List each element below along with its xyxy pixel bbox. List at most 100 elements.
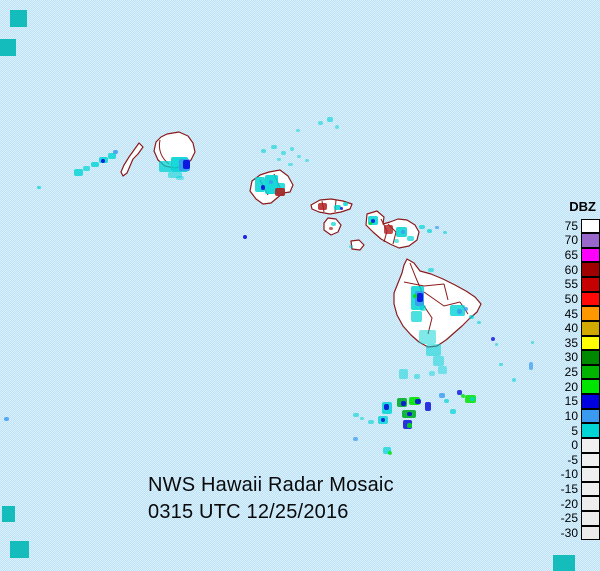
radar-echo xyxy=(469,315,474,319)
legend-value-label: 50 xyxy=(564,291,578,306)
legend-value-label: -30 xyxy=(560,525,578,540)
island-lanai xyxy=(323,217,342,236)
legend-color-swatch xyxy=(581,379,600,394)
legend-entry: 20 xyxy=(548,379,600,395)
dbz-legend: DBZ 75 70 65 60 55 50 45 40 35 30 25 20 15 10 5 0 -5 -10-… xyxy=(548,199,600,541)
radar-echo xyxy=(108,153,116,159)
island-niihau xyxy=(120,142,144,177)
radar-echo xyxy=(495,343,498,346)
legend-entry: 50 xyxy=(548,291,600,307)
legend-value-label: 35 xyxy=(564,335,578,350)
legend-value-label: 30 xyxy=(564,350,578,365)
radar-echo xyxy=(428,268,434,272)
radar-echo xyxy=(168,172,182,178)
legend-entry: 65 xyxy=(548,247,600,263)
legend-entry: -20 xyxy=(548,496,600,512)
legend-color-swatch xyxy=(581,467,600,482)
radar-echo xyxy=(407,423,412,428)
legend-value-label: 15 xyxy=(564,394,578,409)
radar-echo xyxy=(381,418,385,422)
legend-entry: 15 xyxy=(548,394,600,410)
legend-value-label: 20 xyxy=(564,379,578,394)
legend-color-swatch xyxy=(581,437,600,453)
radar-echo xyxy=(243,235,247,239)
radar-echo xyxy=(74,169,83,176)
radar-echo xyxy=(414,374,420,379)
legend-entry: 25 xyxy=(548,364,600,380)
legend-value-label: -5 xyxy=(567,452,578,467)
legend-color-swatch xyxy=(581,481,600,497)
radar-echo xyxy=(343,202,348,206)
radar-echo xyxy=(477,321,481,324)
radar-echo xyxy=(353,413,359,417)
gif-corner-artifact xyxy=(10,541,29,558)
legend-entry: -10 xyxy=(548,467,600,483)
gif-corner-artifact xyxy=(0,39,16,56)
radar-echo xyxy=(334,205,341,210)
radar-echo xyxy=(399,369,408,379)
radar-echo xyxy=(411,311,422,322)
radar-echo xyxy=(91,162,99,167)
legend-value-label: 70 xyxy=(564,233,578,248)
radar-echo xyxy=(464,307,468,311)
legend-color-swatch xyxy=(581,452,600,468)
radar-echo xyxy=(433,356,444,366)
radar-echo xyxy=(415,399,421,404)
radar-echo xyxy=(443,231,447,234)
island-molokai xyxy=(310,198,353,215)
legend-color-swatch xyxy=(581,306,600,321)
radar-echo xyxy=(419,330,436,344)
radar-echo xyxy=(335,125,339,129)
legend-color-swatch xyxy=(581,511,600,526)
legend-value-label: -10 xyxy=(560,467,578,482)
legend-value-label: 25 xyxy=(564,365,578,380)
radar-echo xyxy=(318,121,323,125)
radar-echo xyxy=(37,186,41,189)
radar-echo xyxy=(407,412,412,416)
radar-echo xyxy=(290,147,294,151)
legend-color-swatch xyxy=(581,350,600,365)
radar-echo xyxy=(435,226,439,229)
hawaii-boundary-lines xyxy=(403,262,469,335)
legend-value-label: -20 xyxy=(560,496,578,511)
legend-entry: 35 xyxy=(548,335,600,351)
island-kahoolawe xyxy=(350,239,365,251)
radar-echo xyxy=(439,393,445,398)
legend-value-label: 65 xyxy=(564,248,578,263)
gif-corner-artifact xyxy=(2,506,15,522)
radar-echo xyxy=(349,245,353,248)
radar-echo xyxy=(265,175,278,194)
radar-echo xyxy=(444,399,449,403)
radar-echo xyxy=(331,222,336,226)
legend-entry: 45 xyxy=(548,306,600,322)
radar-echo xyxy=(383,447,391,454)
radar-echo xyxy=(407,236,414,241)
legend-entry: -15 xyxy=(548,481,600,497)
radar-echo xyxy=(499,363,503,366)
gif-corner-artifact xyxy=(553,555,575,571)
radar-echo xyxy=(288,163,293,166)
legend-value-label: 5 xyxy=(571,423,578,438)
radar-echo xyxy=(425,402,431,411)
radar-echo xyxy=(384,225,393,234)
radar-echo xyxy=(113,150,118,154)
legend-value-label: 60 xyxy=(564,262,578,277)
radar-echo xyxy=(183,160,190,169)
legend-color-swatch xyxy=(581,408,600,424)
radar-echo xyxy=(491,337,495,341)
radar-echo xyxy=(360,417,364,420)
radar-echo xyxy=(101,159,105,163)
radar-echo xyxy=(353,437,358,441)
legend-color-swatch xyxy=(581,218,600,234)
legend-color-swatch xyxy=(581,291,600,307)
legend-color-swatch xyxy=(581,423,600,438)
legend-value-label: 40 xyxy=(564,321,578,336)
legend-entry: 55 xyxy=(548,277,600,293)
radar-echo xyxy=(340,207,343,210)
radar-echo xyxy=(457,390,462,395)
radar-echo xyxy=(371,219,375,223)
legend-color-swatch xyxy=(581,277,600,292)
legend-color-swatch xyxy=(581,233,600,248)
radar-echo xyxy=(297,155,301,158)
